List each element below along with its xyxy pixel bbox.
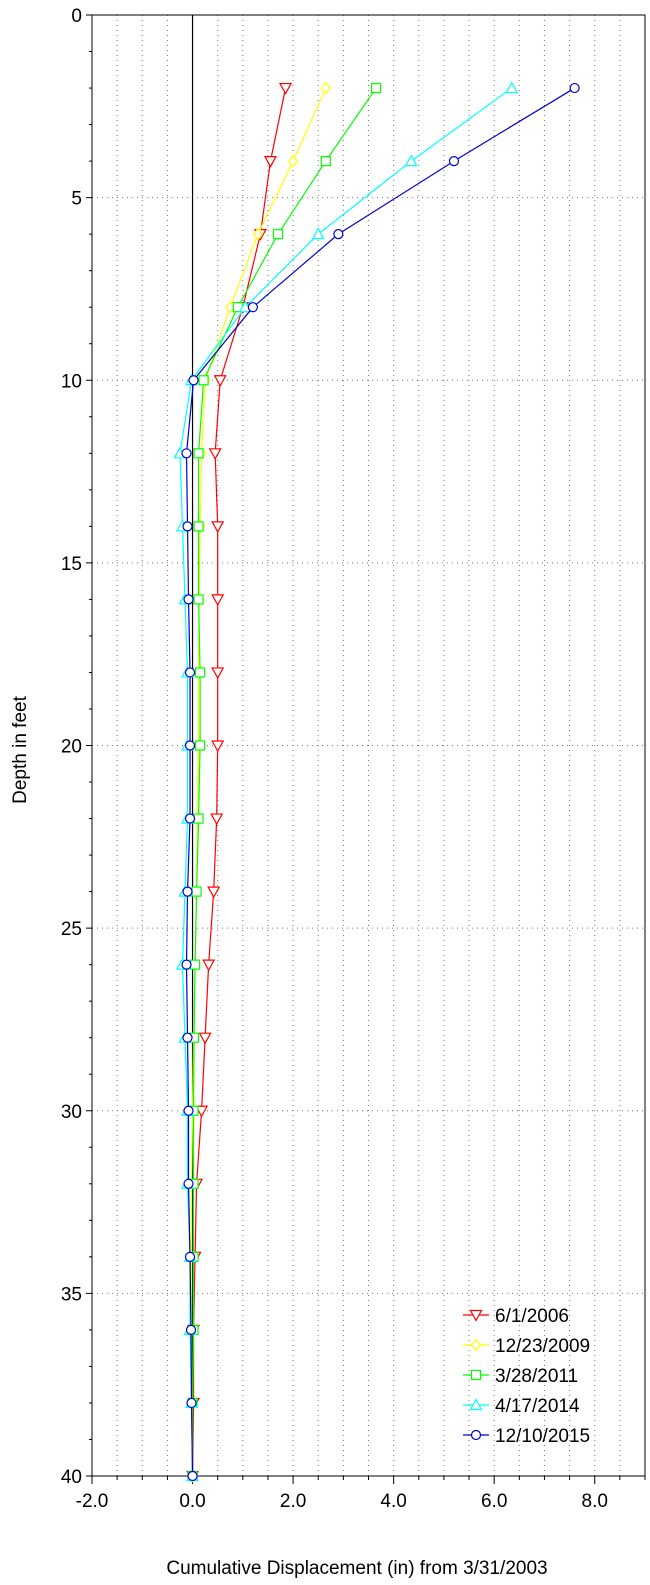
data-point — [188, 375, 199, 386]
series-5 — [181, 82, 580, 1482]
series-line — [185, 87, 575, 1477]
data-point — [333, 229, 344, 240]
x-tick-label: 8.0 — [582, 1491, 608, 1512]
legend-label: 3/28/2011 — [495, 1366, 578, 1387]
data-point — [187, 1470, 198, 1482]
data-point — [193, 521, 204, 532]
data-point — [193, 813, 204, 824]
legend: 6/1/2006 12/23/2009 3/28/2011 4/17/2014 12/1… — [463, 1306, 590, 1447]
data-point — [311, 227, 325, 240]
data-point — [211, 521, 225, 534]
data-point — [182, 1032, 193, 1043]
data-point — [213, 375, 227, 387]
y-tick-label: 35 — [61, 1284, 82, 1305]
legend-label: 12/10/2015 — [495, 1426, 590, 1447]
data-point — [183, 1105, 194, 1116]
x-tick-label: -2.0 — [76, 1491, 109, 1512]
data-point — [183, 1178, 194, 1189]
x-axis-title: Cumulative Displacement (in) from 3/31/2… — [166, 1558, 547, 1579]
y-tick-label: 0 — [71, 6, 82, 27]
data-point — [320, 156, 331, 167]
data-point — [198, 1032, 212, 1045]
x-tick-label: 4.0 — [380, 1491, 406, 1512]
series-4 — [173, 81, 519, 1482]
data-point — [263, 156, 277, 168]
data-point — [184, 813, 196, 824]
legend-label: 4/17/2014 — [495, 1396, 580, 1417]
data-point — [198, 375, 209, 386]
data-point — [320, 81, 332, 95]
series-1 — [186, 82, 293, 1483]
data-point — [193, 448, 204, 459]
series-line — [190, 87, 327, 1477]
data-point — [191, 886, 202, 897]
data-point — [184, 740, 196, 751]
x-tick-label: 6.0 — [481, 1491, 507, 1512]
series-line — [179, 87, 513, 1477]
data-point — [210, 813, 224, 826]
data-point — [195, 1105, 209, 1118]
data-point — [181, 959, 192, 970]
data-point — [252, 227, 264, 241]
series-line — [191, 87, 377, 1476]
data-point — [182, 521, 193, 532]
legend-marker — [470, 1369, 482, 1381]
series-layer — [173, 81, 580, 1483]
data-point — [569, 82, 580, 94]
data-point — [448, 156, 460, 167]
data-point — [279, 82, 293, 95]
x-tick-label: 2.0 — [280, 1491, 306, 1512]
data-point — [184, 1251, 196, 1262]
legend-marker — [470, 1338, 482, 1352]
series-2 — [186, 81, 332, 1483]
data-point — [207, 886, 221, 899]
data-point — [208, 448, 222, 461]
data-point — [186, 1397, 197, 1409]
y-tick-label: 40 — [61, 1467, 82, 1488]
legend-marker — [469, 1309, 483, 1322]
legend-entry-5: 12/10/2015 — [463, 1426, 590, 1447]
y-tick-label: 10 — [61, 371, 82, 392]
data-point — [370, 82, 382, 94]
grid-layer — [92, 15, 645, 1476]
data-point — [404, 154, 418, 167]
data-point — [181, 448, 192, 459]
legend-entry-1: 6/1/2006 — [463, 1306, 569, 1327]
axis-layer: 0 5 10 15 20 25 30 35 40 -2.0 0.0 2.0 4.0 6.0 8.0 — [61, 6, 646, 1512]
y-tick-label: 5 — [71, 189, 82, 210]
y-axis-title: Depth in feet — [10, 695, 31, 803]
data-point — [194, 667, 206, 678]
legend-marker — [469, 1398, 483, 1411]
data-point — [287, 154, 299, 168]
data-point — [184, 667, 196, 678]
legend-label: 12/23/2009 — [495, 1336, 590, 1357]
data-point — [211, 740, 225, 753]
data-point — [505, 81, 519, 94]
series-line — [191, 87, 287, 1477]
data-point — [182, 886, 193, 897]
data-point — [189, 959, 201, 970]
data-point — [211, 594, 225, 607]
y-tick-label: 25 — [61, 919, 82, 940]
data-point — [183, 594, 194, 605]
data-point — [247, 302, 258, 313]
data-point — [193, 594, 204, 605]
legend-label: 6/1/2006 — [495, 1306, 569, 1327]
data-point — [202, 959, 216, 972]
data-point — [211, 667, 225, 680]
y-tick-label: 15 — [61, 554, 82, 575]
data-point — [272, 229, 284, 240]
y-tick-label: 20 — [61, 737, 82, 758]
y-tick-label: 30 — [61, 1102, 82, 1123]
data-point — [194, 740, 206, 751]
legend-entry-4: 4/17/2014 — [463, 1396, 580, 1417]
legend-marker — [470, 1429, 482, 1441]
legend-entry-2: 12/23/2009 — [463, 1336, 590, 1357]
data-point — [185, 1324, 197, 1336]
legend-entry-3: 3/28/2011 — [463, 1366, 578, 1387]
x-tick-label: 0.0 — [179, 1491, 205, 1512]
